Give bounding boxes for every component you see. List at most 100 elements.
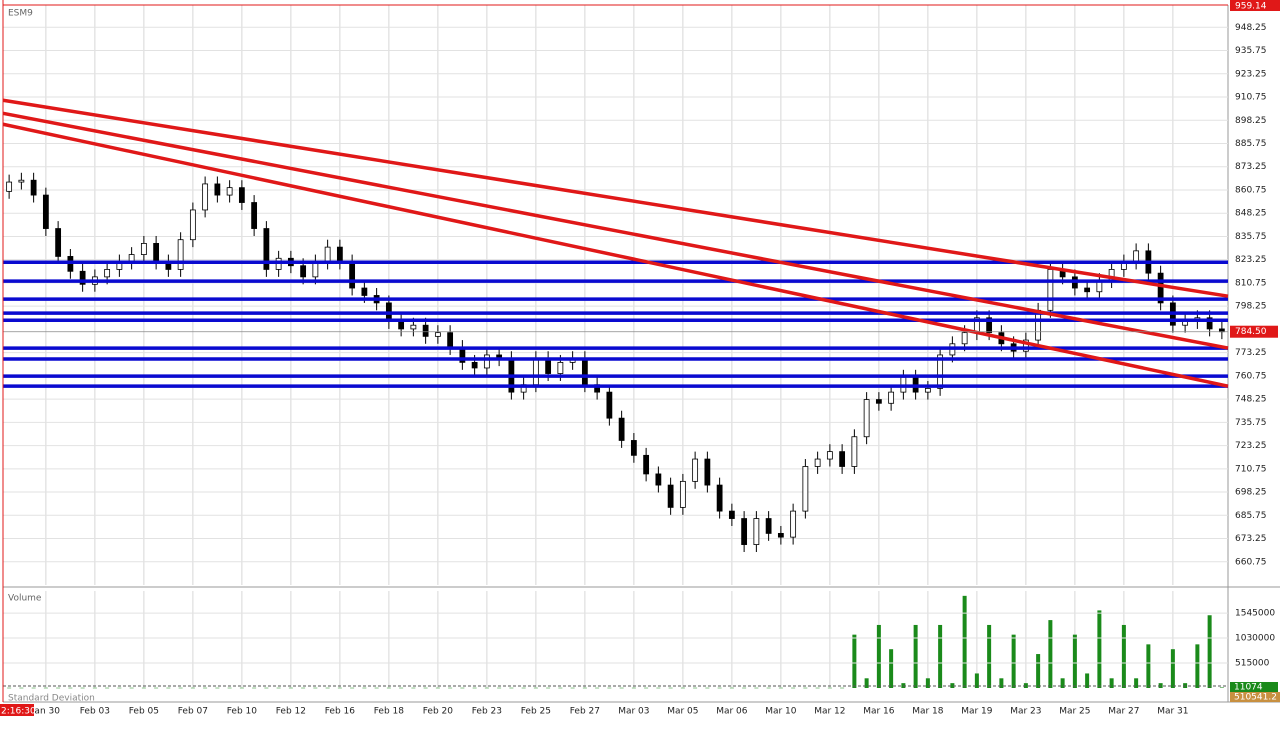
y-tick-label: 948.25	[1235, 23, 1267, 33]
candle-body	[55, 228, 62, 257]
candle-body	[104, 269, 111, 278]
volume-bar	[190, 687, 195, 689]
x-tick-label: Feb 16	[325, 707, 356, 717]
volume-bar	[1011, 634, 1016, 688]
candle-body	[606, 391, 613, 419]
candle-body	[875, 399, 882, 404]
candle-body	[863, 399, 870, 438]
candle-body	[655, 473, 662, 486]
candle-body	[153, 243, 160, 263]
candle-body	[1133, 250, 1140, 263]
candle-body	[765, 518, 772, 534]
volume-bar	[129, 687, 134, 689]
x-tick-label: Mar 10	[765, 707, 797, 717]
candle-body	[618, 417, 625, 441]
candle-body	[888, 391, 895, 404]
volume-bar	[301, 687, 306, 689]
volume-bar	[803, 687, 808, 689]
volume-bar	[362, 687, 367, 689]
x-tick-label: Mar 23	[1010, 707, 1041, 717]
candle-body	[410, 324, 417, 330]
volume-bar	[141, 687, 146, 689]
volume-bar	[215, 687, 220, 689]
volume-bar	[460, 687, 465, 689]
volume-bar	[827, 687, 832, 689]
volume-bar	[521, 687, 526, 689]
volume-bar	[43, 687, 48, 689]
volume-bar	[1048, 620, 1053, 688]
volume-bar	[374, 687, 379, 689]
candle-body	[826, 451, 833, 460]
candle-body	[679, 480, 686, 508]
volume-bar	[1146, 644, 1151, 688]
indicator-last-box	[1230, 692, 1280, 702]
candle-body	[263, 228, 270, 270]
volume-bar	[582, 687, 587, 689]
candle-body	[557, 361, 564, 374]
candle-body	[753, 518, 760, 545]
candle-body	[802, 466, 809, 512]
y-tick-label: 923.25	[1235, 69, 1267, 79]
volume-bar	[1170, 649, 1175, 688]
volume-bar	[154, 687, 159, 689]
candle-body	[545, 358, 552, 374]
volume-bar	[497, 687, 502, 689]
candle-body	[214, 183, 221, 196]
x-tick-label: Feb 10	[227, 707, 258, 717]
candle-body	[790, 510, 797, 538]
volume-bar	[766, 687, 771, 689]
candle-body	[251, 202, 258, 229]
candle-body	[6, 181, 13, 192]
x-tick-label: Feb 25	[521, 707, 551, 717]
candle-body	[961, 332, 968, 345]
volume-bar	[227, 687, 232, 689]
volume-bar	[288, 687, 293, 689]
volume-bar	[729, 687, 734, 689]
y-tick-label: 748.25	[1235, 395, 1267, 405]
volume-bar	[974, 673, 979, 688]
x-tick-label: Mar 03	[618, 707, 649, 717]
y-tick-label: 860.75	[1235, 185, 1267, 195]
volume-bar	[644, 687, 649, 689]
candle-body	[140, 243, 147, 255]
time-label: 2:16:30	[1, 707, 36, 717]
volume-bar	[19, 687, 24, 689]
volume-bar	[350, 687, 355, 689]
volume-bar	[1207, 615, 1212, 688]
candle-body	[447, 332, 454, 348]
volume-bar	[435, 687, 440, 689]
volume-bar	[7, 687, 12, 689]
candle-body	[1047, 269, 1054, 311]
volume-bar	[1072, 634, 1077, 688]
candle-body	[312, 261, 319, 278]
y-tick-label: 710.75	[1235, 464, 1267, 474]
volume-bar	[987, 624, 992, 688]
volume-bar	[680, 687, 685, 689]
candle-body	[692, 458, 699, 482]
volume-bar	[607, 687, 612, 689]
volume-bar	[791, 687, 796, 689]
volume-bar	[1085, 673, 1090, 688]
y-tick-label: 515000	[1235, 659, 1270, 669]
y-tick-label: 885.75	[1235, 139, 1267, 149]
candle-body	[422, 324, 429, 337]
volume-bar	[1134, 678, 1139, 688]
panel-title: Volume	[8, 594, 42, 604]
y-tick-label: 848.25	[1235, 209, 1267, 219]
x-tick-label: Mar 31	[1157, 707, 1188, 717]
volume-bar	[876, 624, 881, 688]
volume-bar	[68, 687, 73, 689]
volume-bar	[778, 687, 783, 689]
volume-bar	[80, 687, 85, 689]
x-tick-label: Feb 20	[423, 707, 454, 717]
y-tick-label: 698.25	[1235, 488, 1267, 498]
candle-body	[532, 358, 539, 386]
candle-body	[18, 179, 25, 183]
candle-body	[937, 354, 944, 389]
y-tick-label: 760.75	[1235, 371, 1267, 381]
volume-bar	[399, 687, 404, 689]
indicator-last-label: 510541.2	[1234, 693, 1277, 703]
y-tick-label: 910.75	[1235, 93, 1267, 103]
